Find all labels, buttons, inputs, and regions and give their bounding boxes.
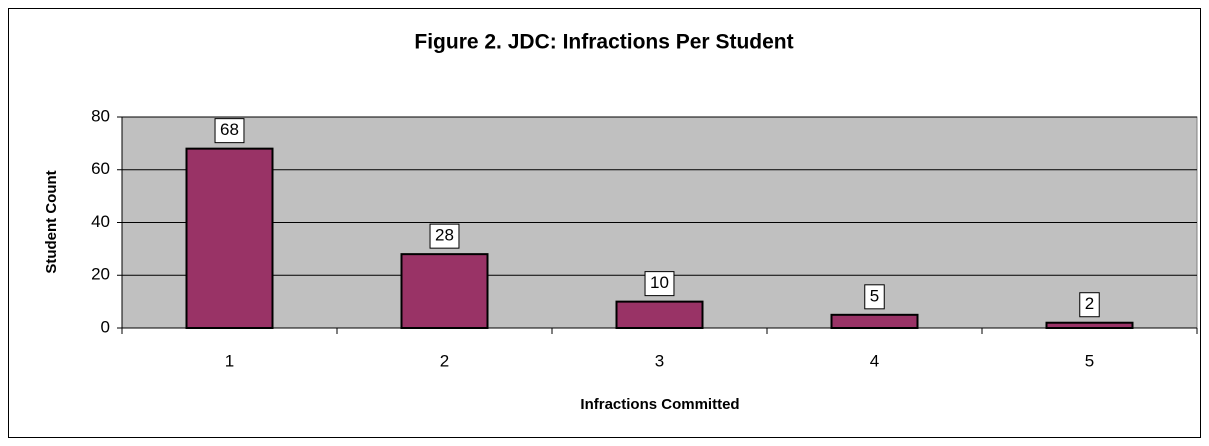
bar — [400, 253, 489, 329]
data-label: 5 — [870, 286, 879, 305]
y-tick-label: 0 — [101, 317, 110, 336]
x-axis-label: Infractions Committed — [580, 396, 739, 413]
y-tick-label: 60 — [91, 159, 110, 178]
x-tick-label: 4 — [870, 351, 879, 370]
bar — [185, 147, 274, 329]
data-label-box — [1079, 292, 1100, 318]
y-axis-label: Student Count — [43, 170, 60, 273]
data-label: 28 — [435, 226, 454, 245]
data-label: 10 — [650, 273, 669, 292]
x-tick-label: 1 — [225, 351, 234, 370]
data-label: 68 — [220, 120, 239, 139]
bar — [830, 313, 919, 329]
x-tick-label: 2 — [440, 351, 449, 370]
bar — [1045, 321, 1134, 330]
x-tick-label: 3 — [655, 351, 664, 370]
chart-title: Figure 2. JDC: Infractions Per Student — [414, 31, 793, 54]
x-tick-label: 5 — [1085, 351, 1094, 370]
data-label-box — [429, 223, 460, 249]
data-label: 2 — [1085, 294, 1094, 313]
data-label-box — [864, 284, 885, 310]
data-label-box — [644, 271, 675, 297]
bar — [615, 300, 704, 329]
data-label-box — [214, 118, 245, 144]
y-tick-label: 20 — [91, 265, 110, 284]
y-tick-label: 80 — [91, 106, 110, 125]
y-tick-label: 40 — [91, 212, 110, 231]
